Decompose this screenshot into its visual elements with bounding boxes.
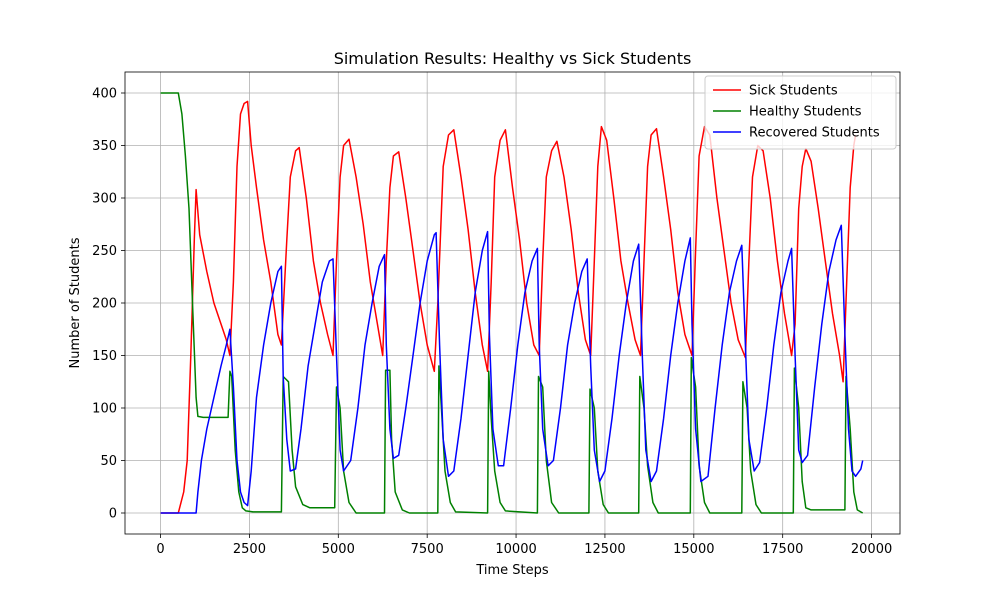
x-tick-label: 7500 [411,542,444,557]
legend-box [704,75,897,150]
y-tick-label: 100 [92,402,117,417]
x-axis-label: Time Steps [475,563,549,578]
y-tick-label: 400 [92,87,117,102]
x-tick-label: 10000 [495,542,536,557]
x-tick-label: 0 [156,542,164,557]
y-tick-label: 250 [92,244,117,259]
legend-label: Recovered Students [749,126,880,141]
y-tick-label: 0 [109,507,117,522]
series-line-recovered-students [160,224,864,514]
y-tick-label: 150 [92,349,117,364]
plot-area [160,92,864,514]
x-tick-label: 12500 [584,542,625,557]
legend-label: Sick Students [749,84,838,99]
chart-title: Simulation Results: Healthy vs Sick Stud… [334,49,692,68]
series-line-sick-students [160,100,857,514]
y-tick-label: 50 [100,454,117,469]
x-tick-label: 17500 [762,542,803,557]
x-tick-label: 5000 [322,542,355,557]
legend: Sick Students Healthy Students Recovered S… [704,75,897,150]
series-line-healthy-students [160,92,864,514]
y-axis-label: Number of Students [68,237,83,368]
y-axis: 0 50 100 150 200 250 300 350 400 [92,87,125,522]
y-tick-label: 350 [92,139,117,154]
y-tick-label: 300 [92,192,117,207]
x-tick-label: 2500 [233,542,266,557]
y-tick-label: 200 [92,297,117,312]
x-tick-label: 15000 [673,542,714,557]
x-axis: 0 2500 5000 7500 10000 12500 15000 17500 20000 [156,534,892,557]
x-tick-label: 20000 [851,542,892,557]
legend-label: Healthy Students [749,105,862,120]
